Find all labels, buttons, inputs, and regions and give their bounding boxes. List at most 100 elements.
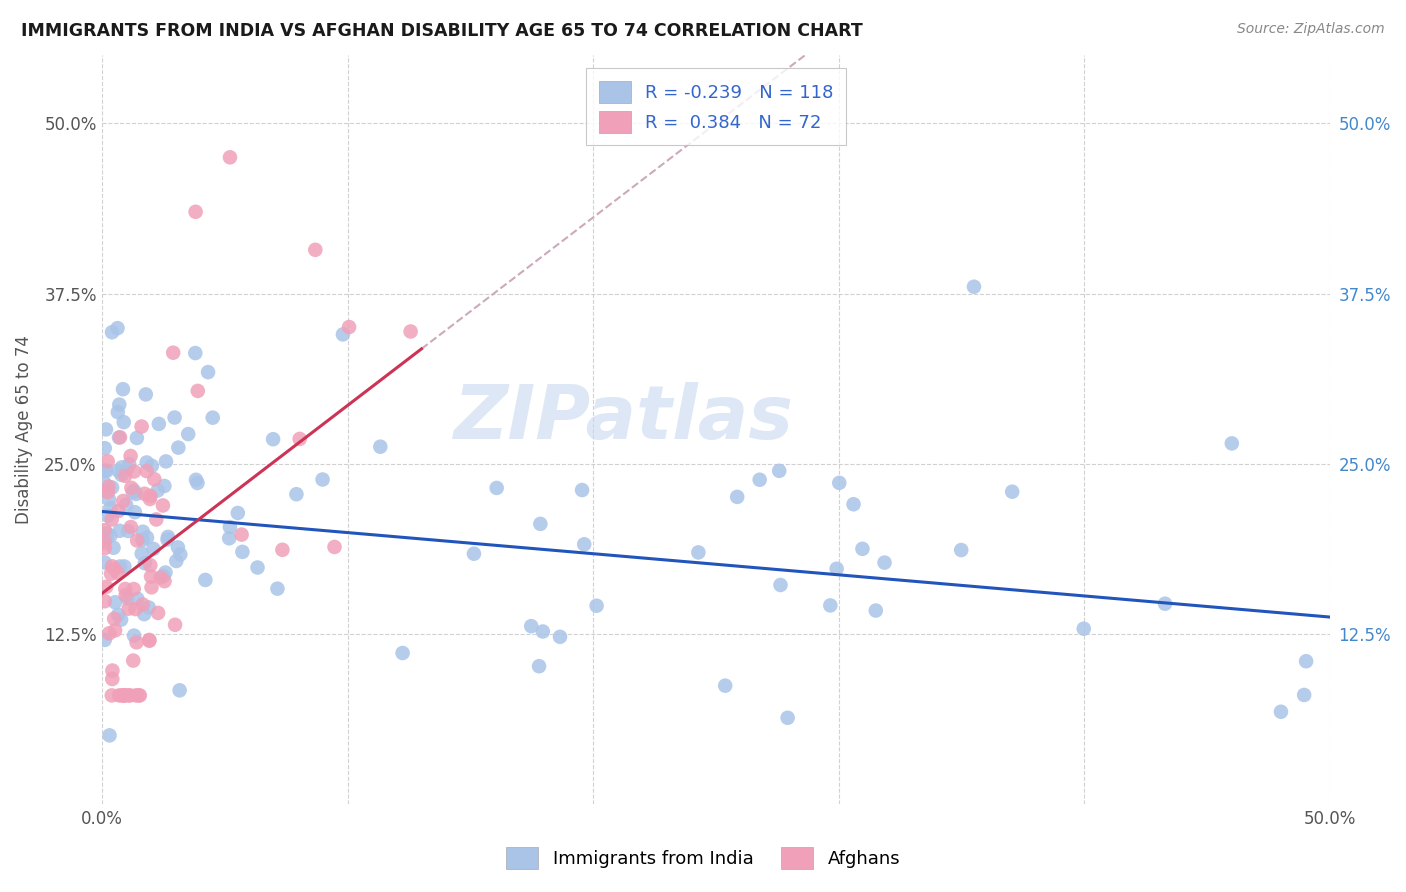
Point: [114, 468, 136, 483]
Point: [285, 487, 308, 501]
Point: [114, 588, 136, 602]
Point: [155, 454, 177, 468]
Point: [186, 475, 208, 490]
Point: [194, 573, 217, 587]
Point: [197, 365, 219, 379]
Point: [146, 483, 169, 498]
Text: Source: ZipAtlas.com: Source: ZipAtlas.com: [1237, 22, 1385, 37]
Point: [120, 449, 142, 463]
Point: [167, 541, 190, 555]
Point: [101, 559, 124, 574]
Point: [94, 556, 117, 570]
Point: [112, 415, 135, 429]
Point: [152, 569, 174, 583]
Point: [184, 346, 207, 360]
Point: [94, 535, 117, 549]
Point: [104, 595, 127, 609]
Point: [100, 566, 122, 581]
Point: [139, 569, 162, 583]
Point: [769, 578, 792, 592]
Point: [187, 384, 209, 398]
Point: [143, 472, 166, 486]
Point: [585, 599, 607, 613]
Point: [108, 431, 131, 445]
Point: [94, 464, 117, 478]
Point: [108, 689, 131, 703]
Point: [271, 542, 294, 557]
Point: [101, 480, 124, 494]
Point: [169, 548, 191, 562]
Point: [100, 512, 122, 526]
Point: [520, 619, 543, 633]
Point: [571, 483, 593, 497]
Point: [125, 689, 148, 703]
Point: [117, 689, 139, 703]
Point: [117, 591, 139, 606]
Point: [103, 562, 125, 576]
Point: [1295, 654, 1317, 668]
Point: [94, 441, 117, 455]
Point: [485, 481, 508, 495]
Point: [112, 689, 135, 703]
Point: [134, 607, 156, 622]
Legend: R = -0.239   N = 118, R =  0.384   N = 72: R = -0.239 N = 118, R = 0.384 N = 72: [586, 68, 846, 145]
Point: [103, 541, 125, 555]
Point: [1270, 705, 1292, 719]
Point: [128, 689, 150, 703]
Point: [120, 481, 142, 495]
Point: [94, 523, 117, 537]
Point: [98, 626, 121, 640]
Point: [219, 150, 242, 164]
Point: [94, 632, 117, 647]
Point: [97, 480, 120, 494]
Point: [107, 464, 129, 478]
Point: [112, 494, 135, 508]
Point: [139, 558, 162, 573]
Point: [218, 531, 240, 545]
Point: [125, 487, 148, 501]
Point: [131, 547, 153, 561]
Point: [132, 598, 155, 612]
Point: [131, 533, 153, 547]
Point: [122, 654, 145, 668]
Point: [156, 530, 179, 544]
Point: [122, 629, 145, 643]
Point: [165, 617, 187, 632]
Point: [184, 473, 207, 487]
Point: [825, 562, 848, 576]
Point: [114, 582, 136, 596]
Point: [1294, 688, 1316, 702]
Point: [121, 485, 143, 500]
Y-axis label: Disability Age 65 to 74: Disability Age 65 to 74: [15, 335, 32, 524]
Point: [529, 516, 551, 531]
Point: [169, 683, 191, 698]
Point: [873, 556, 896, 570]
Point: [124, 602, 146, 616]
Point: [115, 498, 138, 512]
Point: [399, 325, 422, 339]
Point: [304, 243, 326, 257]
Point: [112, 689, 135, 703]
Legend: Immigrants from India, Afghans: Immigrants from India, Afghans: [496, 838, 910, 879]
Point: [135, 455, 157, 469]
Point: [134, 487, 156, 501]
Point: [167, 441, 190, 455]
Point: [231, 545, 253, 559]
Point: [98, 728, 121, 742]
Point: [117, 524, 139, 538]
Point: [107, 504, 129, 518]
Point: [120, 520, 142, 534]
Point: [108, 398, 131, 412]
Point: [153, 479, 176, 493]
Point: [125, 635, 148, 649]
Text: IMMIGRANTS FROM INDIA VS AFGHAN DISABILITY AGE 65 TO 74 CORRELATION CHART: IMMIGRANTS FROM INDIA VS AFGHAN DISABILI…: [21, 22, 863, 40]
Point: [165, 554, 187, 568]
Point: [162, 345, 184, 359]
Point: [94, 594, 117, 608]
Text: ZIPatlas: ZIPatlas: [454, 382, 794, 455]
Point: [94, 541, 117, 556]
Point: [725, 490, 748, 504]
Point: [97, 508, 120, 523]
Point: [776, 711, 799, 725]
Point: [1220, 436, 1243, 450]
